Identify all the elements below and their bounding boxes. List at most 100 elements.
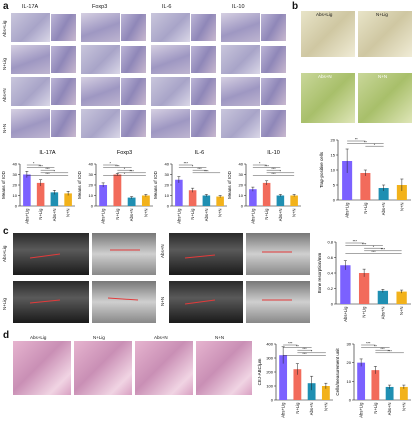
x-tick-label: Abs+Lig <box>281 402 286 418</box>
significance-marker: * <box>280 170 282 174</box>
ihc-zoom-inset-il17a-n-n <box>50 109 77 138</box>
x-tick-label: N+Lig <box>363 202 368 214</box>
marker-title-il6: IL-6 <box>162 4 172 10</box>
significance-marker: * <box>259 162 261 166</box>
bar-abs-n <box>50 192 59 206</box>
ihc-zoom-inset-il6-n-lig <box>190 45 217 74</box>
bar-chart-bone-resorption: Bone resorption/mm 0 0.2 0.4 0.6 0.8 Abs+Lig N+… <box>317 240 411 322</box>
he-label-n-lig: N+Lig <box>93 335 105 340</box>
bar-abs-n <box>307 383 316 400</box>
cej-line-7 <box>184 299 216 305</box>
y-tick-label: 0.4 <box>327 271 333 276</box>
x-tick-label: Abs+Lig <box>359 402 364 418</box>
y-tick-label: 10 <box>331 168 336 173</box>
bar-chart-cells: Cells/measurement unit 0 10 20 30 Abs+Lig N+Li… <box>335 342 411 418</box>
bar-abs-n <box>276 195 285 206</box>
bar-n-lig <box>371 370 380 400</box>
y-tick-label: 0 <box>167 204 170 209</box>
trap-label-abs-lig: Abs+Lig <box>316 12 333 17</box>
y-tick-label: 30 <box>89 172 94 177</box>
bar-abs-lig <box>249 189 257 206</box>
trap-image-n-lig <box>357 10 413 58</box>
y-tick-label: 10 <box>13 193 18 198</box>
y-tick-label: 300 <box>266 356 273 361</box>
significance-marker: *** <box>271 167 276 171</box>
trap-label-n-lig: N+Lig <box>376 12 388 17</box>
x-tick-label: N+N <box>143 209 148 218</box>
panel-c-label: c <box>3 226 9 237</box>
significance-marker: ** <box>355 138 358 142</box>
x-tick-label: N+Lig <box>38 208 43 220</box>
panel-d-label: d <box>3 330 10 341</box>
y-tick-label: 20 <box>89 183 94 188</box>
he-label-abs-n: Abs+N <box>154 335 168 340</box>
chart-title: IL-10 <box>267 150 280 156</box>
x-tick-label: Abs+N <box>52 209 57 222</box>
bar-chart-trap: Trap-positive cells 0 5 10 15 20 Abs+Lig N+Lig A… <box>319 138 411 218</box>
x-tick-label: N+Lig <box>362 306 367 318</box>
significance-marker: *** <box>130 170 135 174</box>
bar-n-lig <box>293 369 302 400</box>
bar-chart-il10: IL-10 Means of IOD 0 10 20 30 40 Abs+Lig N+Lig Ab… <box>227 150 301 224</box>
significance-marker: * <box>33 162 35 166</box>
panel-b-label: b <box>292 1 299 12</box>
bar-abs-n <box>127 197 136 206</box>
bar-abs-n <box>377 290 389 304</box>
y-tick-label: 5 <box>333 183 336 188</box>
x-tick-label: Abs+Lig <box>250 208 255 224</box>
significance-marker: * <box>110 162 112 166</box>
bar-chart-il6: IL-6 Means of IOD 0 10 20 30 40 Abs+Lig N+Lig Abs… <box>153 150 227 224</box>
bar-n-n <box>64 193 72 206</box>
bar-chart-cej-abc: CEJ-ABC/μm 0 100 200 300 400 Abs+Lig N+Lig Abs+N… <box>257 342 333 418</box>
y-axis-label: Means of IOD <box>153 170 158 199</box>
significance-marker: * <box>124 167 126 171</box>
x-tick-label: N+N <box>218 209 223 218</box>
significance-marker: *** <box>115 164 120 168</box>
microct-image-n-lig <box>12 280 90 324</box>
significance-marker: *** <box>184 162 189 166</box>
marker-title-il10: IL-10 <box>232 4 245 10</box>
trap-image-n-n <box>357 72 413 124</box>
significance-marker: ** <box>374 344 377 348</box>
marker-title-il17a: IL-17A <box>22 4 39 10</box>
y-tick-label: 30 <box>165 172 170 177</box>
significance-marker: ** <box>296 344 299 348</box>
y-tick-label: 0 <box>349 398 352 403</box>
y-tick-label: 0 <box>333 198 336 203</box>
x-tick-label: N+N <box>399 203 404 212</box>
significance-marker: *** <box>366 342 371 346</box>
x-tick-label: N+Lig <box>115 208 120 220</box>
y-tick-label: 20 <box>331 138 336 143</box>
ihc-zoom-inset-il6-abs-lig <box>190 13 217 42</box>
microct-image-n-n <box>168 280 244 324</box>
y-axis-label: Means of IOD <box>1 170 6 199</box>
bar-n-lig <box>188 190 197 206</box>
ihc-zoom-inset-il10-n-lig <box>260 45 287 74</box>
cej-line-1 <box>29 253 61 259</box>
bar-n-lig <box>36 182 45 206</box>
y-tick-label: 100 <box>266 384 273 389</box>
y-axis-label: Means of IOD <box>77 170 82 199</box>
significance-marker: *** <box>302 347 307 351</box>
x-tick-label: N+N <box>401 403 406 412</box>
x-tick-label: N+N <box>66 209 71 218</box>
bar-abs-lig <box>279 355 288 400</box>
x-tick-label: Abs+N <box>380 307 385 320</box>
significance-marker: *** <box>388 350 393 354</box>
y-tick-label: 0.2 <box>327 286 333 291</box>
y-tick-label: 0 <box>91 204 94 209</box>
he-image-abs-n <box>134 340 194 396</box>
bar-abs-lig <box>175 179 183 206</box>
y-axis-label: Bone resorption/mm <box>317 252 322 293</box>
bar-n-lig <box>358 273 370 304</box>
y-tick-label: 30 <box>347 342 352 347</box>
microct-image-abs-lig <box>12 232 90 276</box>
x-tick-label: N+Lig <box>190 208 195 220</box>
bar-chart-il17a: IL-17A Means of IOD 0 10 20 30 40 Abs+Lig N+Lig A… <box>1 150 75 224</box>
x-tick-label: Abs+N <box>309 403 314 416</box>
x-tick-label: Abs+N <box>381 203 386 216</box>
ihc-zoom-inset-il6-abs-n <box>190 77 217 106</box>
cej-line-4 <box>107 297 139 301</box>
trap-image-abs-lig <box>300 10 356 58</box>
microct-3d-abs-n <box>245 232 311 276</box>
